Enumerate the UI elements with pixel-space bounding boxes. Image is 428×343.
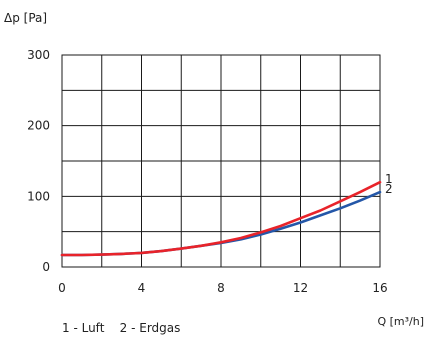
series-lines [60, 180, 382, 257]
grid [62, 55, 380, 267]
series-labels: 12 [385, 172, 393, 196]
y-tick-labels: 0 100 200 300 [27, 48, 50, 274]
y-axis-label: Δp [Pa] [4, 11, 47, 25]
x-axis-label: Q [m³/h] [377, 315, 424, 328]
x-tick-label: 4 [138, 281, 146, 295]
x-tick-label: 0 [58, 281, 66, 295]
legend-text: 1 - Luft 2 - Erdgas [62, 321, 180, 335]
y-tick-label: 100 [27, 189, 50, 203]
x-tick-labels: 0 4 8 12 16 [58, 281, 387, 295]
series-line-1 [60, 180, 382, 257]
x-tick-label: 8 [217, 281, 225, 295]
y-tick-label: 300 [27, 48, 50, 62]
series-label-1: 1 [385, 172, 393, 186]
y-tick-label: 0 [42, 260, 50, 274]
x-tick-label: 16 [372, 281, 387, 295]
plot-frame [61, 54, 381, 268]
series-label-2: 2 [385, 182, 393, 196]
x-tick-label: 12 [293, 281, 308, 295]
y-tick-label: 200 [27, 119, 50, 133]
